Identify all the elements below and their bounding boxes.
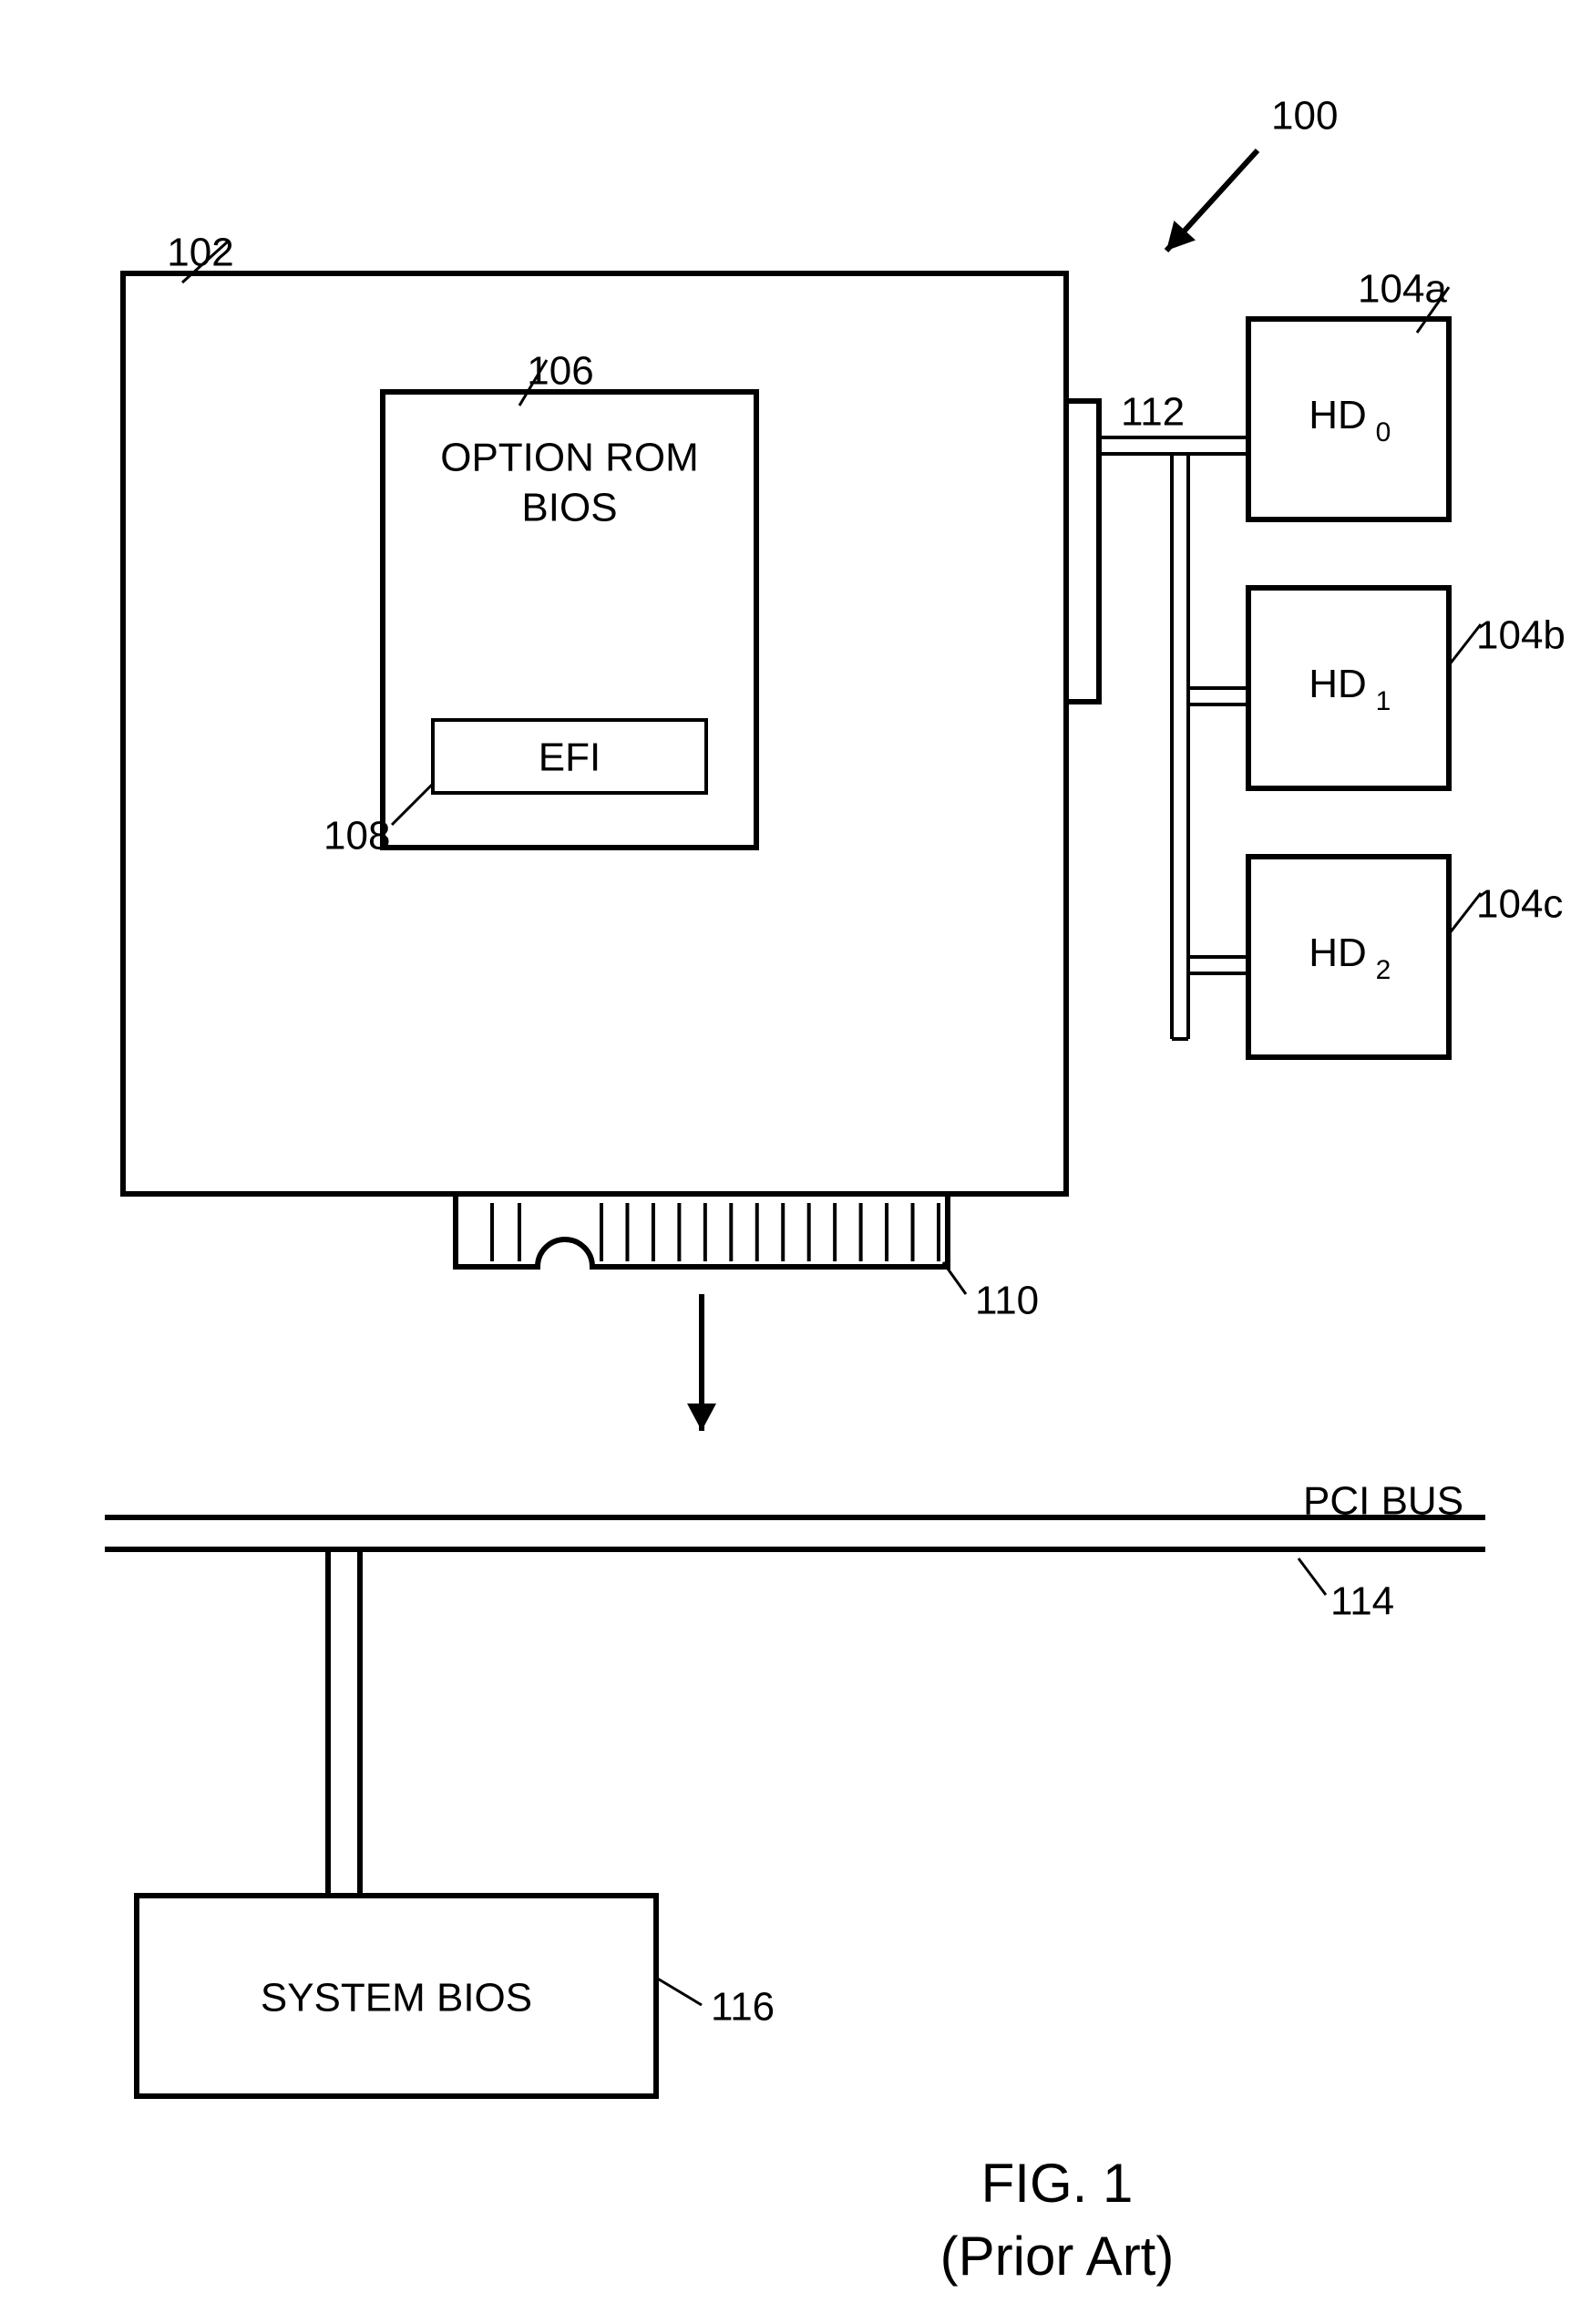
ref-106: 106: [527, 349, 593, 394]
system-bios-label: SYSTEM BIOS: [261, 1976, 532, 2021]
svg-text:HD: HD: [1309, 662, 1367, 706]
pci-bus-label: PCI BUS: [1303, 1479, 1463, 1524]
hd-label-0: HD 0: [1309, 393, 1391, 447]
ref-102: 102: [167, 231, 233, 275]
controller-card: [123, 273, 1066, 1194]
ref-104b: 104b: [1476, 613, 1566, 658]
ref-110: 110: [975, 1279, 1039, 1323]
side-port: [1066, 401, 1099, 702]
figure-label-1: FIG. 1: [981, 2153, 1134, 2214]
ref-108: 108: [323, 814, 390, 859]
hd-label-1: HD 1: [1309, 662, 1391, 716]
ref-114: 114: [1330, 1579, 1394, 1624]
svg-text:1: 1: [1376, 686, 1391, 716]
ref-104a: 104a: [1358, 267, 1447, 312]
svg-text:2: 2: [1376, 955, 1391, 985]
efi-label: EFI: [539, 735, 601, 780]
ref-116: 116: [711, 1985, 775, 2030]
option-rom-title2: BIOS: [521, 486, 617, 530]
hd-label-2: HD 2: [1309, 931, 1391, 985]
edge-connector: [456, 1194, 948, 1267]
ref-104c: 104c: [1476, 882, 1563, 927]
svg-text:HD: HD: [1309, 393, 1367, 437]
svg-text:0: 0: [1376, 417, 1391, 447]
option-rom-title1: OPTION ROM: [440, 436, 699, 480]
figure-label-2: (Prior Art): [940, 2226, 1175, 2287]
ref-112: 112: [1121, 390, 1185, 435]
ref-100: 100: [1271, 94, 1338, 139]
svg-text:HD: HD: [1309, 931, 1367, 975]
